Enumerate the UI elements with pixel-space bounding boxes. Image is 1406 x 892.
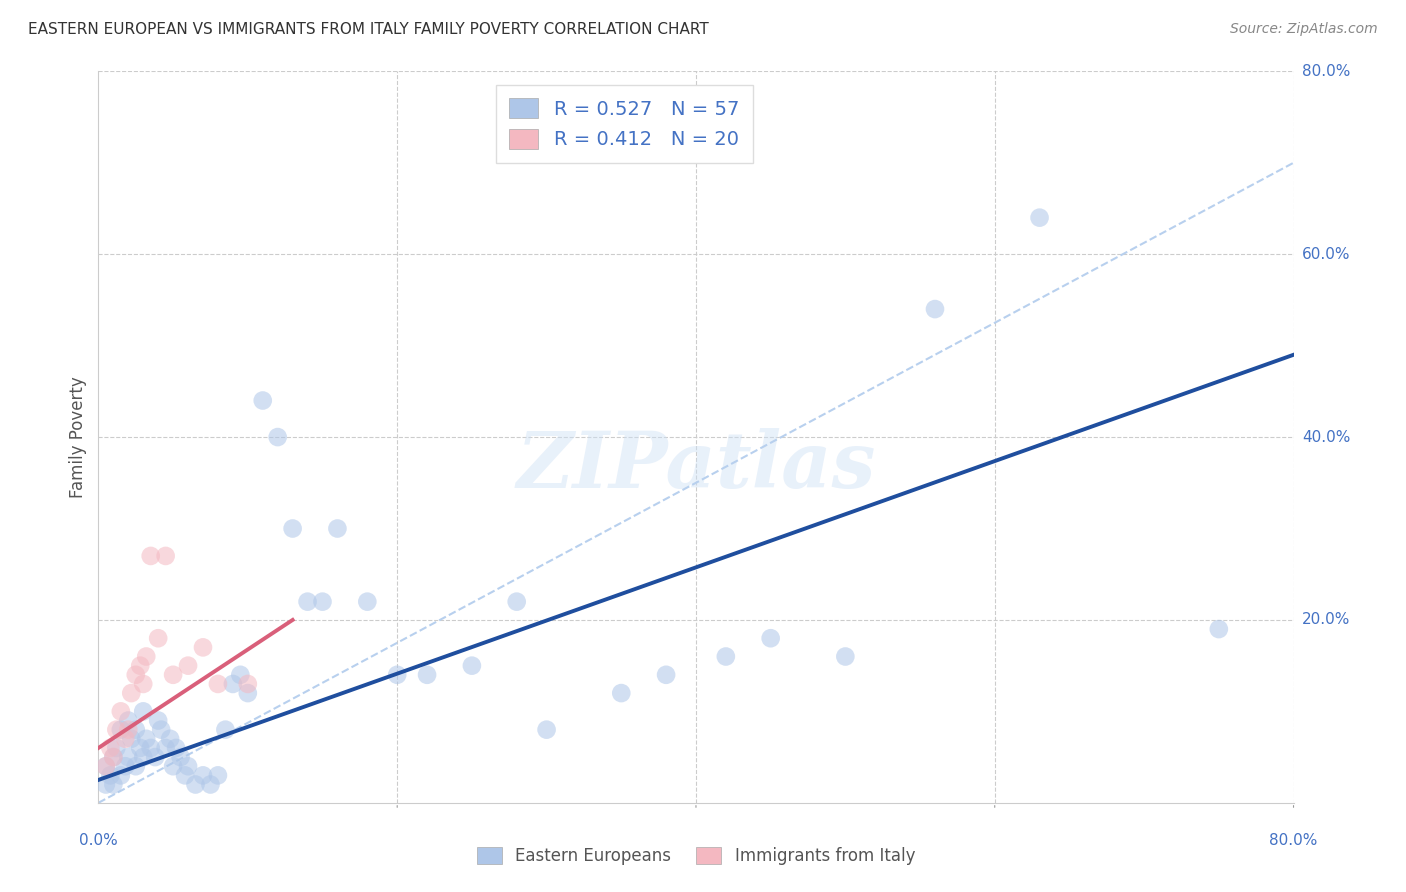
Point <box>110 768 132 782</box>
Text: 20.0%: 20.0% <box>1302 613 1350 627</box>
Point <box>155 740 177 755</box>
Point <box>714 649 737 664</box>
Text: ZIPatlas: ZIPatlas <box>516 428 876 505</box>
Point <box>1028 211 1050 225</box>
Point <box>177 658 200 673</box>
Text: 40.0%: 40.0% <box>1302 430 1350 444</box>
Point <box>610 686 633 700</box>
Point <box>461 658 484 673</box>
Point <box>214 723 236 737</box>
Point <box>150 723 173 737</box>
Point <box>139 549 162 563</box>
Point <box>117 750 139 764</box>
Point <box>129 740 152 755</box>
Point <box>924 301 946 317</box>
Text: 80.0%: 80.0% <box>1270 833 1317 848</box>
Point <box>655 667 678 681</box>
Point <box>385 667 409 681</box>
Point <box>297 594 319 608</box>
Text: Source: ZipAtlas.com: Source: ZipAtlas.com <box>1230 22 1378 37</box>
Text: 80.0%: 80.0% <box>1302 64 1350 78</box>
Point <box>135 731 157 746</box>
Point <box>356 594 378 608</box>
Point <box>135 649 157 664</box>
Point <box>536 723 558 737</box>
Point <box>120 686 142 700</box>
Point <box>207 768 229 782</box>
Point <box>162 759 184 773</box>
Point <box>94 759 117 773</box>
Point <box>326 521 349 535</box>
Point <box>110 705 132 719</box>
Point <box>236 677 259 691</box>
Point <box>117 714 139 728</box>
Point <box>165 740 187 755</box>
Point <box>252 393 274 408</box>
Point <box>125 759 148 773</box>
Point <box>125 723 148 737</box>
Legend: Eastern Europeans, Immigrants from Italy: Eastern Europeans, Immigrants from Italy <box>467 837 925 875</box>
Point <box>105 723 128 737</box>
Text: 60.0%: 60.0% <box>1302 247 1350 261</box>
Point <box>117 723 139 737</box>
Point <box>1208 622 1230 636</box>
Point <box>506 594 529 608</box>
Point <box>236 686 259 700</box>
Point <box>94 759 117 773</box>
Point <box>174 768 197 782</box>
Point <box>229 667 252 681</box>
Point <box>120 731 142 746</box>
Point <box>132 705 155 719</box>
Point <box>222 677 245 691</box>
Point <box>834 649 856 664</box>
Point <box>139 740 162 755</box>
Point <box>200 777 222 792</box>
Point <box>98 768 122 782</box>
Point <box>191 768 214 782</box>
Point <box>759 632 782 646</box>
Point <box>416 667 439 681</box>
Y-axis label: Family Poverty: Family Poverty <box>69 376 87 498</box>
Point <box>114 731 136 746</box>
Point <box>169 750 191 764</box>
Point <box>110 723 132 737</box>
Point <box>267 430 290 444</box>
Text: EASTERN EUROPEAN VS IMMIGRANTS FROM ITALY FAMILY POVERTY CORRELATION CHART: EASTERN EUROPEAN VS IMMIGRANTS FROM ITAL… <box>28 22 709 37</box>
Point <box>114 759 136 773</box>
Point <box>155 549 177 563</box>
Point <box>311 594 333 608</box>
Point <box>103 750 125 764</box>
Point <box>125 667 148 681</box>
Point <box>94 777 117 792</box>
Point <box>129 658 152 673</box>
Text: 0.0%: 0.0% <box>79 833 118 848</box>
Point <box>191 640 214 655</box>
Point <box>177 759 200 773</box>
Point <box>148 714 170 728</box>
Point <box>281 521 304 535</box>
Point <box>132 750 155 764</box>
Point <box>103 777 125 792</box>
Point <box>105 740 128 755</box>
Point <box>98 740 122 755</box>
Point <box>148 632 170 646</box>
Point <box>143 750 166 764</box>
Point <box>159 731 181 746</box>
Point <box>184 777 207 792</box>
Point <box>132 677 155 691</box>
Point <box>103 750 125 764</box>
Point <box>207 677 229 691</box>
Point <box>162 667 184 681</box>
